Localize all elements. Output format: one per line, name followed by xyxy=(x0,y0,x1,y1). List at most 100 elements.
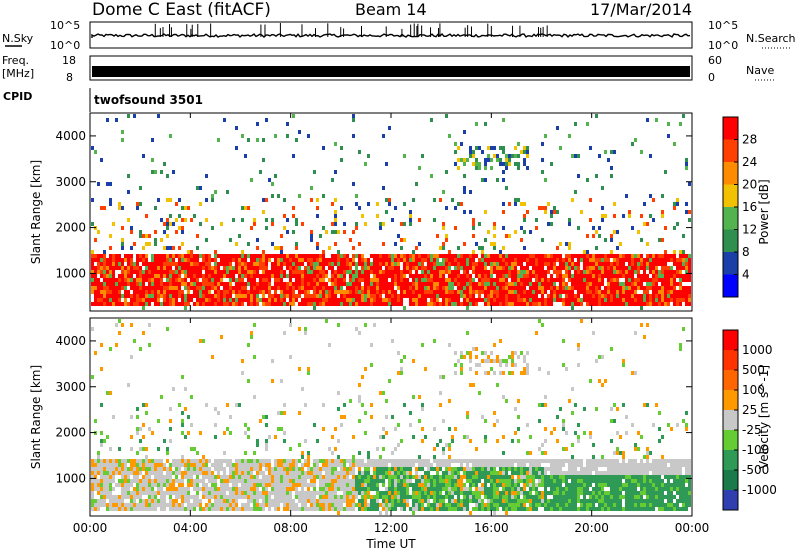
velocity-cell xyxy=(208,459,211,463)
power-cell xyxy=(193,254,196,258)
power-cell xyxy=(136,290,139,294)
power-cell xyxy=(631,254,634,258)
power-cell xyxy=(100,286,103,290)
power-cell xyxy=(595,114,598,118)
velocity-cell xyxy=(145,507,148,511)
power-cell xyxy=(631,286,634,290)
power-cell xyxy=(625,298,628,302)
velocity-cell xyxy=(472,475,475,479)
velocity-cell xyxy=(271,359,274,363)
velocity-cell xyxy=(133,471,136,475)
power-cell xyxy=(124,270,127,274)
power-cell xyxy=(628,278,631,282)
power-cell xyxy=(178,302,181,306)
power-cell xyxy=(640,262,643,266)
power-cell xyxy=(121,266,124,270)
power-cell xyxy=(181,230,184,234)
power-cell xyxy=(625,282,628,286)
power-cell xyxy=(445,286,448,290)
power-cell xyxy=(133,286,136,290)
velocity-cell xyxy=(382,495,385,499)
velocity-cell xyxy=(442,499,445,503)
power-cell xyxy=(394,254,397,258)
power-cell xyxy=(262,262,265,266)
power-cell xyxy=(379,274,382,278)
power-cell xyxy=(226,286,229,290)
velocity-cell xyxy=(208,507,211,511)
velocity-cell xyxy=(439,479,442,483)
velocity-cell xyxy=(115,463,118,467)
power-cell xyxy=(133,262,136,266)
power-cell xyxy=(469,286,472,290)
power-cell xyxy=(202,254,205,258)
velocity-cell xyxy=(280,463,283,467)
velocity-cell xyxy=(292,483,295,487)
power-cell xyxy=(613,230,616,234)
power-cell xyxy=(409,294,412,298)
power-cell xyxy=(559,262,562,266)
power-cell xyxy=(250,258,253,262)
power-cell xyxy=(202,258,205,262)
velocity-cell xyxy=(448,471,451,475)
power-cell xyxy=(445,282,448,286)
power-cell xyxy=(502,246,505,250)
velocity-cell xyxy=(379,467,382,471)
velocity-cell xyxy=(250,471,253,475)
power-cell xyxy=(514,270,517,274)
velocity-cell xyxy=(220,479,223,483)
velocity-cell xyxy=(487,499,490,503)
velocity-cell xyxy=(364,483,367,487)
power-cell xyxy=(469,258,472,262)
power-cell xyxy=(334,270,337,274)
power-cell xyxy=(109,274,112,278)
power-cell xyxy=(679,298,682,302)
power-cell xyxy=(436,262,439,266)
power-cell xyxy=(289,298,292,302)
power-cell xyxy=(460,290,463,294)
velocity-cell xyxy=(394,499,397,503)
power-cell xyxy=(502,150,505,154)
power-cell xyxy=(127,278,130,282)
power-cell xyxy=(562,266,565,270)
power-cell xyxy=(400,294,403,298)
power-cell xyxy=(313,274,316,278)
velocity-cell xyxy=(97,455,100,459)
power-cell xyxy=(262,250,265,254)
power-cell xyxy=(505,278,508,282)
power-cell xyxy=(262,294,265,298)
velocity-cell xyxy=(142,475,145,479)
power-cell xyxy=(163,282,166,286)
velocity-cell xyxy=(310,479,313,483)
velocity-cell xyxy=(244,495,247,499)
power-cell xyxy=(274,270,277,274)
power-cell xyxy=(463,162,466,166)
velocity-cell xyxy=(265,491,268,495)
power-cell xyxy=(457,266,460,270)
velocity-cell xyxy=(259,503,262,507)
power-cell xyxy=(343,270,346,274)
power-cell xyxy=(328,294,331,298)
power-cell xyxy=(421,294,424,298)
power-cell xyxy=(574,286,577,290)
power-cell xyxy=(316,266,319,270)
velocity-cell xyxy=(151,463,154,467)
power-cell xyxy=(427,274,430,278)
velocity-cell xyxy=(316,503,319,507)
power-cell xyxy=(142,290,145,294)
power-cell xyxy=(379,286,382,290)
power-cell xyxy=(589,258,592,262)
velocity-cell xyxy=(433,475,436,479)
power-cell xyxy=(358,262,361,266)
velocity-cell xyxy=(139,459,142,463)
power-cell xyxy=(607,286,610,290)
velocity-cell xyxy=(208,479,211,483)
velocity-cell xyxy=(193,507,196,511)
power-cell xyxy=(658,254,661,258)
power-cell xyxy=(271,270,274,274)
velocity-cell xyxy=(142,491,145,495)
power-cell xyxy=(451,282,454,286)
power-cell xyxy=(142,282,145,286)
power-cell xyxy=(127,302,130,306)
velocity-cell xyxy=(343,475,346,479)
power-cell xyxy=(685,262,688,266)
